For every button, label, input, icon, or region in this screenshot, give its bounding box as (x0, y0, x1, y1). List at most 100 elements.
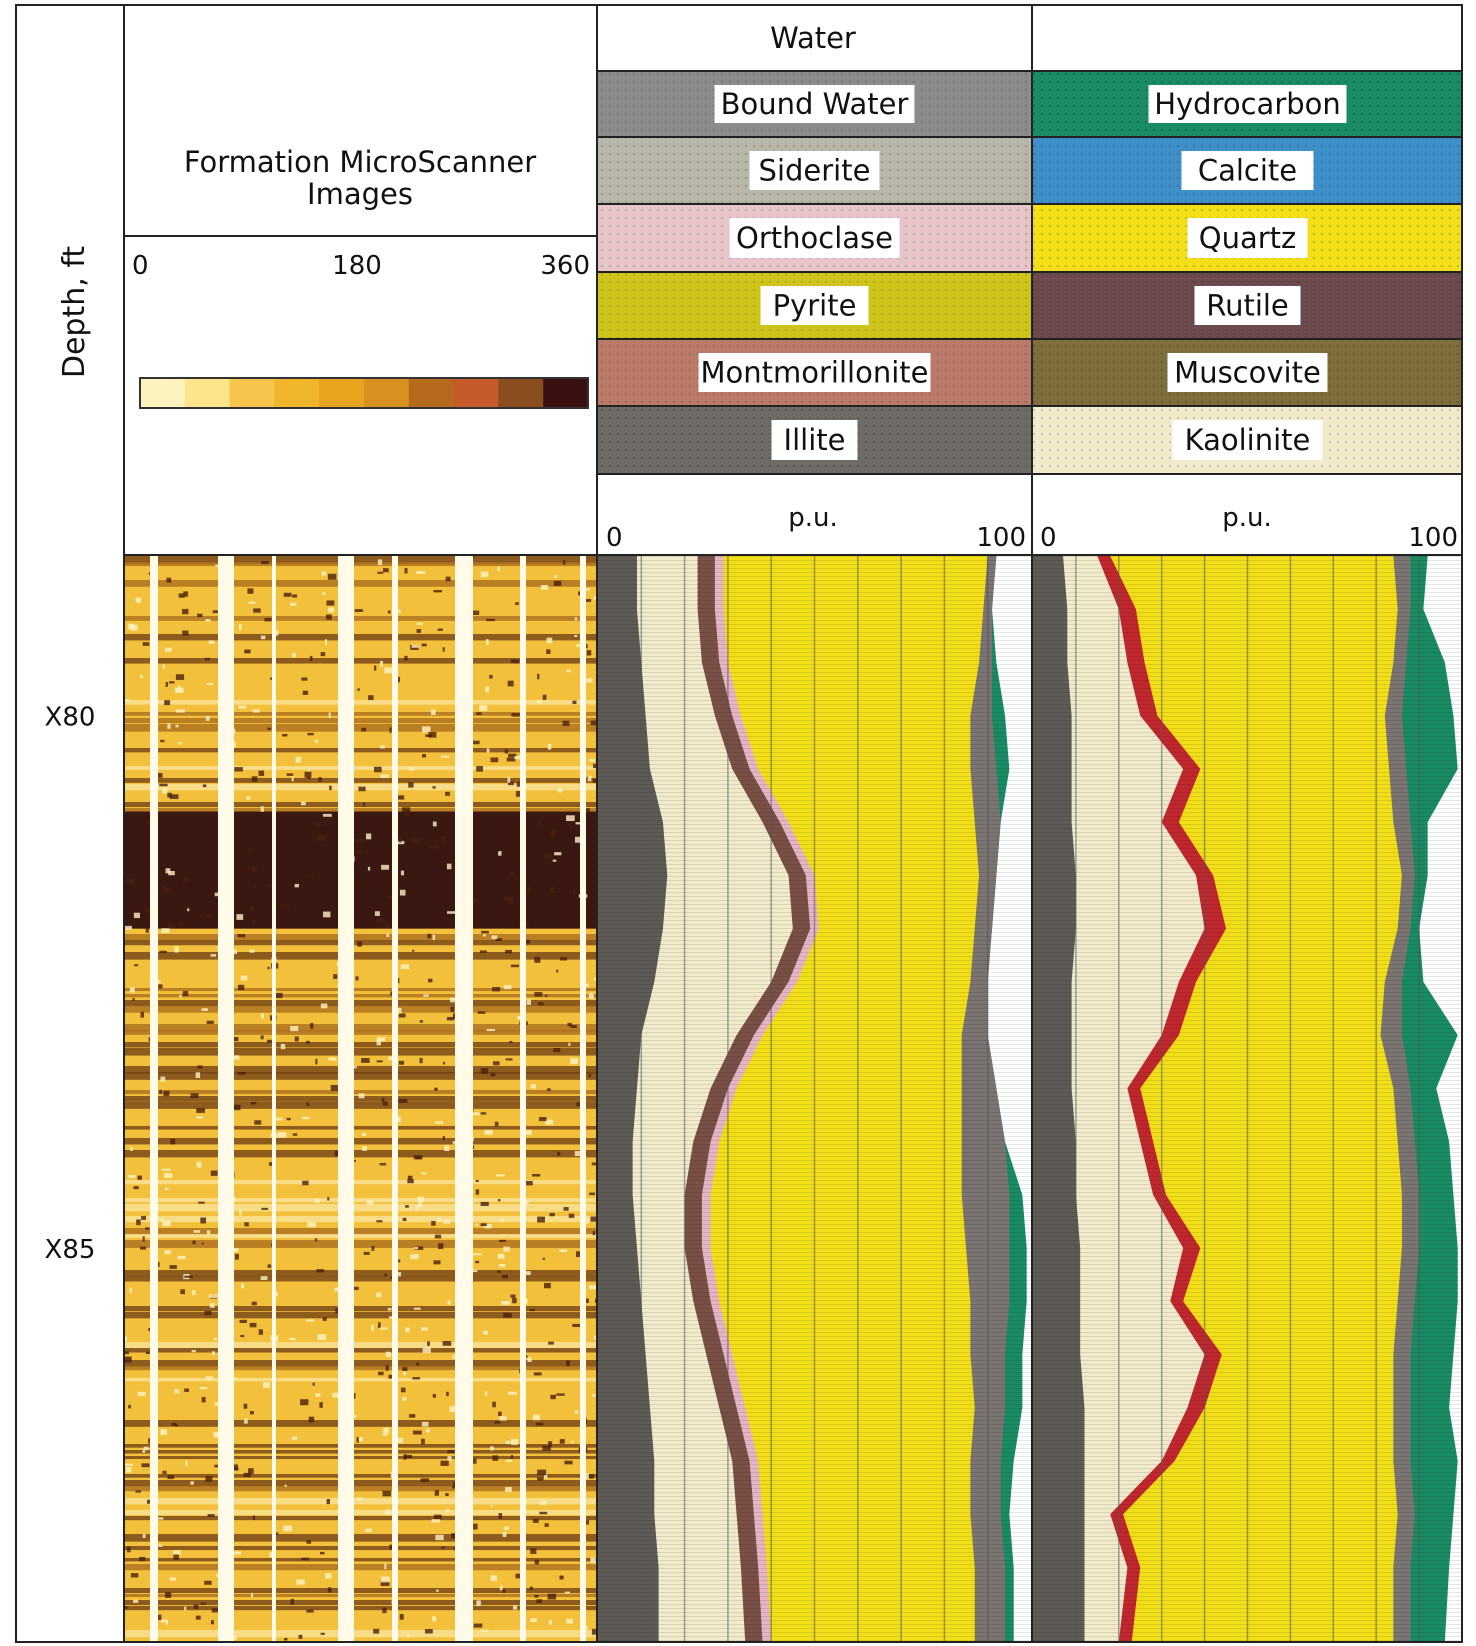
fms-speck (477, 1011, 486, 1014)
fms-speck (442, 1061, 445, 1065)
fms-speck (562, 720, 570, 726)
fms-speck (485, 686, 490, 693)
fms-band (124, 1270, 596, 1277)
fms-speck (433, 1260, 441, 1265)
fms-speck (400, 870, 405, 876)
fms-speck (557, 788, 563, 793)
fms-speck (237, 934, 246, 938)
fms-speck (139, 675, 144, 679)
fms-speck (292, 652, 296, 658)
fms-speck (290, 602, 297, 606)
fms-speck (421, 643, 427, 647)
fms-speck (419, 1020, 424, 1023)
fms-speck (503, 985, 512, 990)
fms-speck (498, 851, 502, 856)
fms-speck (376, 1060, 383, 1063)
fms-speck (484, 1129, 493, 1135)
fms-speck (378, 1322, 381, 1328)
fms-speck (204, 657, 211, 661)
fms-speck (248, 847, 253, 853)
fms-speck (184, 1606, 187, 1611)
fms-speck (239, 1209, 242, 1216)
legend-label-box (1194, 286, 1301, 325)
fms-speck (295, 756, 302, 763)
fms-speck (502, 1531, 507, 1537)
fms-speck (540, 584, 549, 590)
legend-label-box (1187, 218, 1308, 258)
fms-band (124, 1180, 596, 1185)
fms-speck (534, 1559, 539, 1565)
fms-speck (210, 1170, 218, 1176)
fms-speck (548, 1441, 553, 1447)
fms-speck (447, 1300, 451, 1305)
fms-pad-gap (150, 556, 158, 1642)
fms-band (124, 1546, 596, 1551)
fms-speck (137, 1391, 146, 1397)
fms-speck (556, 969, 559, 973)
fms-speck (470, 740, 480, 745)
fms-speck (167, 792, 172, 798)
fms-speck (447, 1456, 452, 1461)
fms-speck (546, 649, 551, 654)
fms-speck (135, 1490, 141, 1493)
fms-speck (549, 1212, 555, 1217)
fms-speck (556, 1393, 565, 1396)
fms-speck (207, 1514, 215, 1517)
fms-speck (432, 1616, 437, 1622)
fms-band (124, 1228, 596, 1235)
fms-speck (564, 1591, 570, 1594)
fms-band (124, 1150, 596, 1158)
fms-speck (542, 1445, 552, 1451)
fms-speck (443, 1219, 451, 1224)
fms-speck (253, 608, 261, 613)
fms-speck (534, 956, 541, 963)
fms-speck (314, 739, 319, 743)
fms-speck (563, 1207, 569, 1211)
fms-speck (398, 1060, 405, 1065)
fms-speck (407, 1175, 413, 1180)
fms-pad-gap (580, 556, 586, 1642)
fms-speck (198, 1201, 205, 1204)
fms-speck (292, 1133, 298, 1136)
fms-speck (547, 1593, 557, 1600)
fms-speck (494, 1421, 501, 1424)
fms-band (124, 556, 596, 564)
fms-speck (512, 1297, 517, 1304)
fms-speck (446, 1016, 454, 1021)
fms-title-line2: Images (307, 177, 413, 211)
fms-speck (559, 1575, 564, 1580)
fms-speck (277, 1131, 287, 1138)
fms-speck (160, 1076, 166, 1082)
fms-speck (575, 644, 584, 647)
fms-speck (214, 1402, 219, 1406)
fms-speck (471, 1458, 477, 1464)
fms-speck (201, 1008, 208, 1011)
fms-speck (249, 949, 255, 953)
fms-speck (204, 1580, 212, 1585)
fms-band (124, 712, 596, 716)
fms-speck (262, 1382, 271, 1388)
fms-speck (315, 822, 322, 828)
fms-band (124, 1198, 596, 1203)
fms-speck (384, 667, 393, 674)
fms-speck (382, 1607, 387, 1614)
fms-speck (124, 1356, 132, 1363)
fms-speck (418, 1201, 423, 1208)
fms-speck (502, 1589, 506, 1593)
fms-speck (434, 1234, 442, 1239)
fms-speck (378, 1371, 384, 1376)
fms-speck (167, 923, 175, 929)
fms-scale-mid: 180 (332, 251, 382, 281)
fms-speck (549, 1620, 552, 1625)
fms-speck (415, 1205, 419, 1211)
fms-speck (124, 1336, 128, 1342)
fms-speck (435, 1534, 444, 1541)
fms-speck (410, 1254, 419, 1260)
fms-speck (452, 1141, 455, 1145)
fms-speck (306, 1319, 315, 1322)
fms-speck (326, 600, 335, 606)
fms-speck (484, 1223, 492, 1229)
fms-speck (158, 984, 163, 989)
fms-speck (398, 836, 402, 843)
legend-label-box (714, 85, 915, 123)
